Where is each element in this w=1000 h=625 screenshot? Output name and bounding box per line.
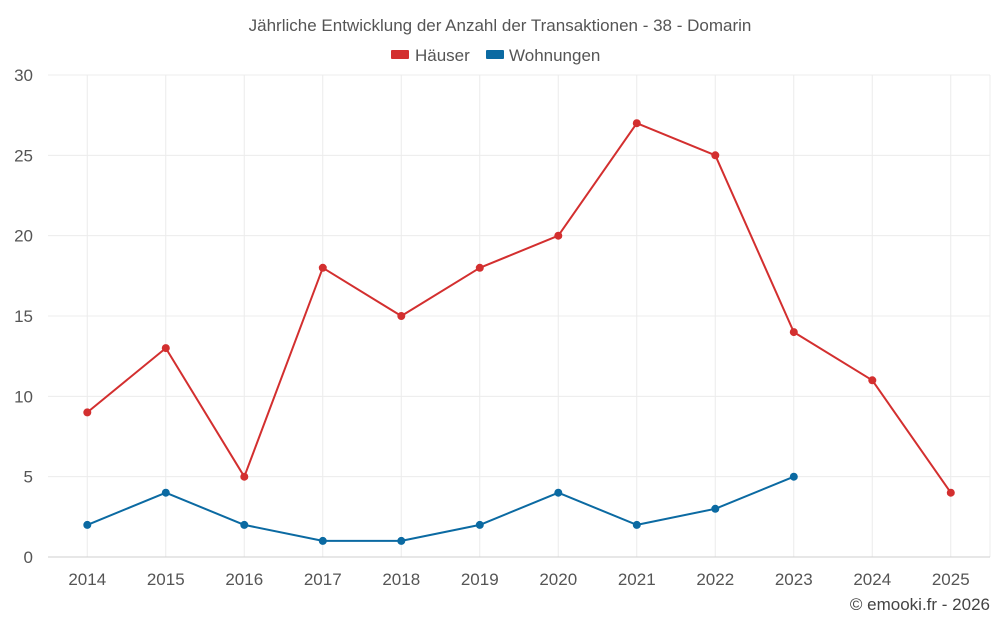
y-tick-label: 0 [24, 548, 33, 567]
series-line-hauser [86, 122, 952, 494]
x-tick-label: 2014 [68, 570, 106, 589]
legend-item-hauser[interactable]: Häuser [391, 46, 470, 65]
legend-label-wohnungen: Wohnungen [509, 46, 600, 65]
chart-title: Jährliche Entwicklung der Anzahl der Tra… [249, 16, 752, 35]
legend: Häuser Wohnungen [391, 46, 600, 65]
x-tick-label: 2019 [461, 570, 499, 589]
x-tick-label: 2024 [853, 570, 891, 589]
gridlines [48, 74, 991, 557]
x-tick-label: 2021 [618, 570, 656, 589]
data-point-hauser[interactable] [946, 488, 955, 497]
legend-swatch-wohnungen [486, 50, 504, 59]
x-tick-label: 2015 [147, 570, 185, 589]
data-point-wohnungen[interactable] [475, 520, 484, 529]
data-point-wohnungen[interactable] [397, 536, 406, 545]
x-tick-label: 2025 [932, 570, 970, 589]
data-point-wohnungen[interactable] [789, 472, 798, 481]
data-point-wohnungen[interactable] [318, 536, 327, 545]
y-tick-label: 10 [14, 387, 33, 406]
data-point-wohnungen[interactable] [83, 520, 92, 529]
data-point-hauser[interactable] [711, 151, 720, 160]
data-point-hauser[interactable] [632, 119, 641, 128]
x-tick-label: 2017 [304, 570, 342, 589]
series-wohnungen [83, 472, 798, 545]
data-point-hauser[interactable] [161, 344, 170, 353]
y-tick-label: 5 [24, 468, 33, 487]
data-point-hauser[interactable] [397, 312, 406, 320]
x-tick-label: 2020 [539, 570, 577, 589]
x-tick-label: 2022 [696, 570, 734, 589]
series-hauser [83, 119, 955, 497]
x-tick-label: 2018 [382, 570, 420, 589]
legend-item-wohnungen[interactable]: Wohnungen [486, 46, 600, 65]
x-tick-label: 2016 [225, 570, 263, 589]
credit-text: © emooki.fr - 2026 [850, 595, 990, 614]
legend-swatch-hauser [391, 50, 409, 59]
series-layer [83, 119, 955, 545]
legend-label-hauser: Häuser [415, 46, 470, 65]
data-point-wohnungen[interactable] [554, 488, 563, 497]
y-tick-label: 25 [14, 146, 33, 165]
y-tick-label: 30 [14, 66, 33, 85]
x-axis: 2014 2015 2016 2017 2018 2019 2020 2021 2022 2023… [48, 556, 990, 589]
data-point-wohnungen[interactable] [240, 520, 249, 529]
data-point-wohnungen[interactable] [711, 504, 720, 513]
x-tick-label: 2023 [775, 570, 813, 589]
data-point-wohnungen[interactable] [161, 488, 170, 497]
data-point-hauser[interactable] [554, 231, 563, 240]
data-point-hauser[interactable] [868, 376, 877, 385]
data-point-wohnungen[interactable] [632, 520, 641, 529]
y-tick-label: 15 [14, 307, 33, 326]
y-tick-label: 20 [14, 227, 33, 246]
data-point-hauser[interactable] [318, 263, 327, 272]
data-point-hauser[interactable] [475, 263, 484, 272]
data-point-hauser[interactable] [789, 328, 798, 337]
data-point-hauser[interactable] [83, 408, 92, 417]
series-line-wohnungen [86, 475, 795, 542]
data-point-hauser[interactable] [240, 472, 249, 481]
y-axis: 0 5 10 15 20 25 30 [14, 66, 33, 567]
